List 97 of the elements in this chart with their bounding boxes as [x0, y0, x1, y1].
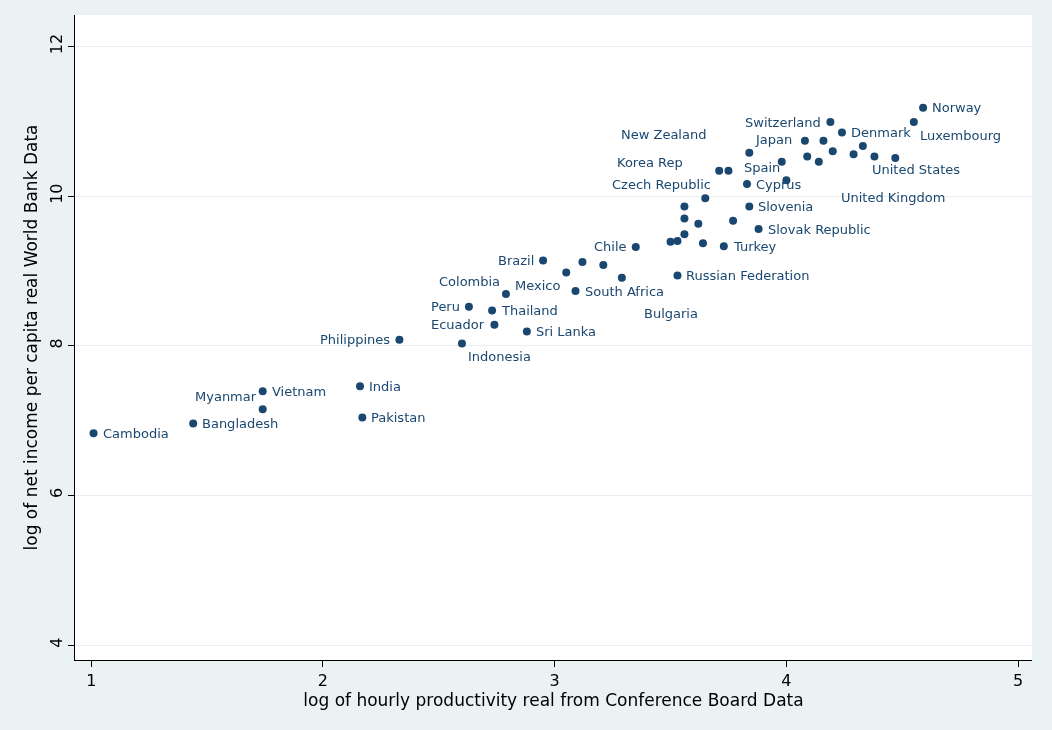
point [673, 271, 682, 280]
point [617, 273, 626, 282]
point [457, 339, 466, 348]
annotation: Mexico [515, 278, 561, 293]
x-tick-label: 3 [549, 671, 560, 691]
point [599, 260, 608, 269]
annotation: United Kingdom [841, 190, 946, 205]
point [819, 136, 828, 145]
annotation: Korea Rep [617, 155, 683, 170]
annotation: Chile [594, 239, 627, 254]
annotation: Pakistan [371, 410, 426, 425]
point [870, 152, 879, 161]
annotation: Sri Lanka [536, 324, 597, 339]
point [891, 153, 900, 162]
point [680, 214, 689, 223]
point [701, 194, 710, 203]
annotation: Peru [431, 299, 460, 314]
point [803, 152, 812, 161]
point [814, 157, 823, 166]
point [858, 141, 867, 150]
point [680, 230, 689, 239]
annotation: Vietnam [272, 384, 327, 399]
x-tick-label: 1 [86, 671, 97, 691]
point [742, 180, 751, 189]
annotation: Cambodia [103, 426, 169, 441]
point [488, 306, 497, 315]
annotation: Myanmar [195, 389, 257, 404]
point [729, 216, 738, 225]
point [745, 202, 754, 211]
annotation: Norway [932, 100, 982, 115]
point [826, 118, 835, 126]
x-axis-title: log of hourly productivity real from Conference Board Data [303, 690, 804, 711]
y-tick-label: 12 [46, 33, 66, 55]
point [522, 327, 531, 336]
annotation: Russian Federation [686, 268, 810, 283]
point [89, 429, 98, 438]
annotation: Brazil [498, 253, 535, 268]
annotation: Ecuador [431, 317, 485, 332]
point [502, 290, 510, 299]
y-axis-title: log of net income per capita real World Bank Data [21, 124, 42, 551]
x-tick-label: 4 [781, 671, 792, 691]
point [909, 118, 918, 126]
point [666, 237, 675, 246]
y-tick-label: 10 [46, 183, 66, 204]
point [395, 335, 404, 344]
annotation: Bulgaria [644, 306, 698, 321]
annotation: Turkey [733, 239, 777, 254]
annotation: Czech Republic [612, 177, 711, 192]
annotation: Slovenia [758, 199, 814, 214]
x-tick-label: 5 [1013, 671, 1024, 691]
point [578, 257, 587, 266]
point [571, 287, 580, 296]
point [754, 225, 763, 233]
annotation: South Africa [585, 284, 664, 299]
annotation: Thailand [501, 303, 558, 318]
annotation: United States [872, 162, 961, 177]
point [828, 147, 837, 156]
point [562, 268, 571, 277]
point [698, 239, 707, 248]
y-tick-label: 8 [46, 338, 66, 349]
point [673, 236, 682, 245]
point [724, 166, 733, 175]
point [837, 128, 846, 137]
point [539, 256, 548, 265]
point [189, 419, 198, 428]
point [258, 387, 267, 396]
y-tick-label: 4 [46, 637, 66, 648]
point [719, 242, 728, 251]
point [358, 413, 367, 422]
point [464, 302, 473, 311]
annotation: Bangladesh [202, 416, 279, 431]
annotation: Colombia [439, 274, 501, 289]
point [919, 103, 928, 112]
point [745, 148, 754, 157]
annotation: New Zealand [621, 127, 707, 142]
point [490, 320, 499, 329]
point [258, 405, 267, 414]
point [800, 136, 809, 145]
point [694, 219, 703, 228]
point [715, 166, 724, 175]
y-tick-label: 6 [46, 487, 66, 499]
annotation: Indonesia [468, 349, 531, 364]
annotation: Japan [755, 132, 793, 147]
annotation: Slovak Republic [768, 222, 871, 237]
annotation: Denmark [851, 125, 912, 140]
point [356, 382, 365, 391]
annotation: Spain [744, 160, 781, 175]
annotation: Cyprus [756, 177, 802, 192]
x-tick-label: 2 [317, 671, 329, 691]
point [631, 242, 640, 251]
annotation: Luxembourg [920, 128, 1002, 143]
point [849, 150, 858, 159]
annotation: Philippines [320, 332, 391, 347]
point [777, 157, 786, 166]
annotation: Switzerland [745, 115, 821, 130]
annotation: India [369, 379, 401, 394]
point [680, 202, 689, 211]
